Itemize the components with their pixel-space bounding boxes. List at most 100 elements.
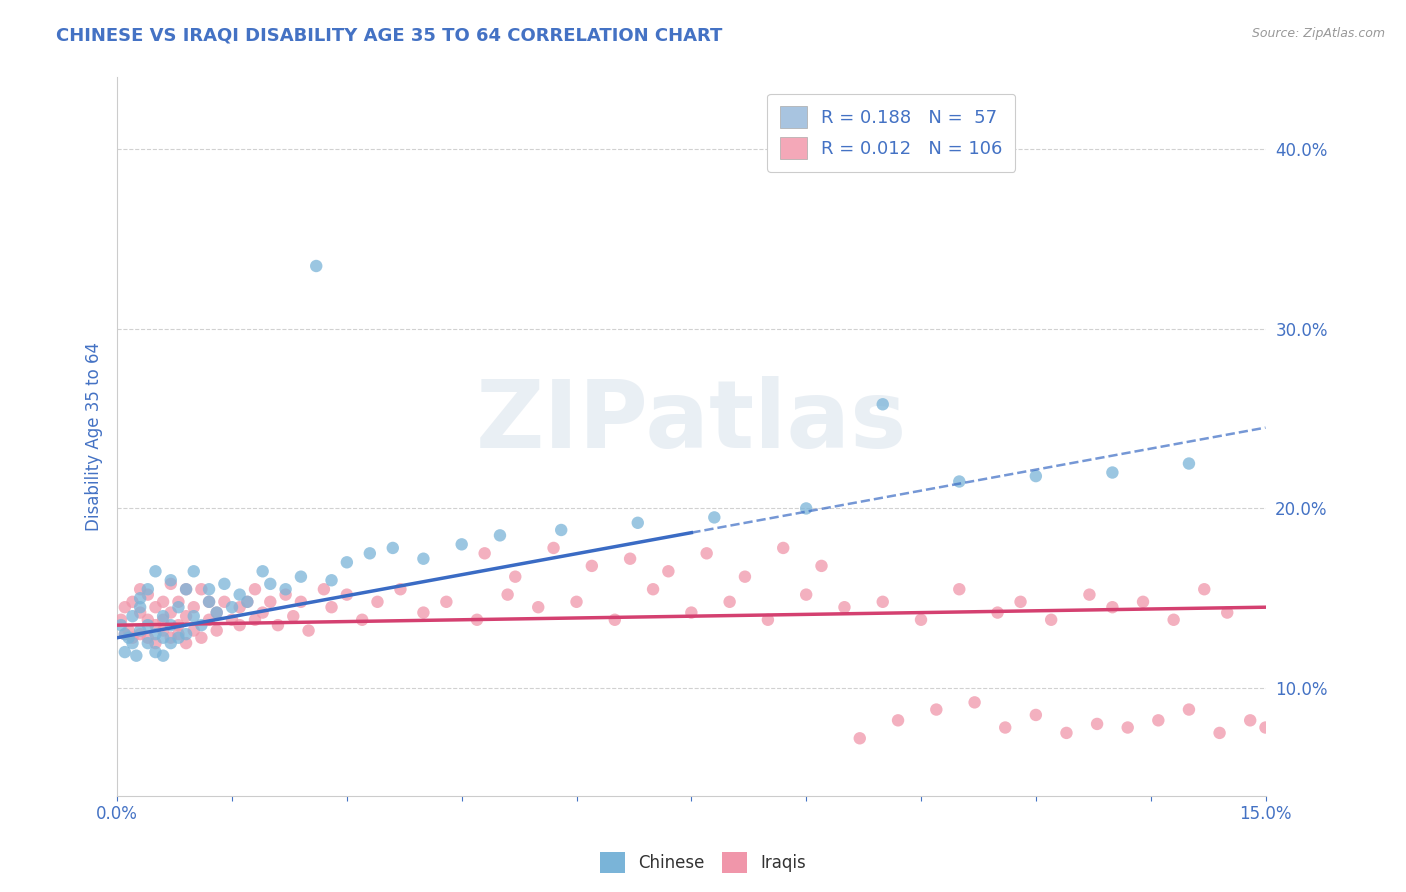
Point	[159, 574, 181, 588]
Point	[167, 600, 190, 615]
Point	[159, 631, 181, 645]
Point	[503, 569, 526, 583]
Point	[619, 551, 641, 566]
Point	[496, 588, 519, 602]
Point	[136, 636, 159, 650]
Point	[290, 595, 312, 609]
Point	[734, 569, 756, 583]
Point	[145, 600, 167, 615]
Point	[581, 558, 603, 573]
Point	[627, 516, 650, 530]
Point	[121, 631, 143, 645]
Y-axis label: Disability Age 35 to 64: Disability Age 35 to 64	[86, 343, 103, 531]
Point	[174, 609, 197, 624]
Point	[129, 624, 152, 638]
Point	[118, 624, 141, 638]
Point	[412, 606, 434, 620]
Point	[565, 595, 588, 609]
Point	[274, 588, 297, 602]
Point	[465, 613, 488, 627]
Point	[174, 582, 197, 597]
Point	[198, 613, 221, 627]
Point	[129, 600, 152, 615]
Point	[129, 582, 152, 597]
Point	[1178, 702, 1201, 716]
Point	[352, 613, 374, 627]
Point	[810, 558, 832, 573]
Point	[243, 613, 266, 627]
Point	[114, 627, 136, 641]
Point	[794, 588, 817, 602]
Point	[1056, 726, 1078, 740]
Point	[336, 588, 359, 602]
Point	[252, 606, 274, 620]
Point	[1208, 726, 1230, 740]
Point	[221, 600, 243, 615]
Point	[228, 600, 250, 615]
Point	[159, 577, 181, 591]
Point	[412, 551, 434, 566]
Point	[887, 714, 910, 728]
Point	[848, 731, 870, 746]
Point	[948, 582, 970, 597]
Point	[963, 695, 986, 709]
Point	[359, 546, 381, 560]
Point	[450, 537, 472, 551]
Point	[152, 613, 174, 627]
Point	[145, 618, 167, 632]
Point	[136, 613, 159, 627]
Point	[434, 595, 457, 609]
Point	[121, 609, 143, 624]
Point	[236, 595, 259, 609]
Point	[1239, 714, 1261, 728]
Point	[305, 259, 328, 273]
Text: Source: ZipAtlas.com: Source: ZipAtlas.com	[1251, 27, 1385, 40]
Point	[183, 624, 205, 638]
Point	[834, 600, 856, 615]
Point	[190, 582, 212, 597]
Point	[129, 627, 152, 641]
Point	[214, 595, 236, 609]
Point	[290, 569, 312, 583]
Point	[205, 624, 228, 638]
Legend: R = 0.188   N =  57, R = 0.012   N = 106: R = 0.188 N = 57, R = 0.012 N = 106	[768, 94, 1015, 172]
Point	[205, 606, 228, 620]
Point	[603, 613, 626, 627]
Point	[214, 577, 236, 591]
Point	[136, 631, 159, 645]
Point	[174, 627, 197, 641]
Point	[236, 595, 259, 609]
Point	[136, 582, 159, 597]
Point	[110, 618, 132, 632]
Point	[145, 564, 167, 578]
Point	[321, 600, 343, 615]
Point	[183, 609, 205, 624]
Point	[198, 595, 221, 609]
Point	[1101, 466, 1123, 480]
Point	[994, 721, 1017, 735]
Point	[489, 528, 512, 542]
Point	[152, 609, 174, 624]
Point	[145, 645, 167, 659]
Point	[167, 618, 190, 632]
Point	[159, 606, 181, 620]
Point	[703, 510, 725, 524]
Point	[872, 595, 894, 609]
Point	[312, 582, 335, 597]
Point	[174, 582, 197, 597]
Text: CHINESE VS IRAQI DISABILITY AGE 35 TO 64 CORRELATION CHART: CHINESE VS IRAQI DISABILITY AGE 35 TO 64…	[56, 27, 723, 45]
Point	[221, 613, 243, 627]
Point	[366, 595, 388, 609]
Point	[228, 588, 250, 602]
Point	[125, 648, 148, 663]
Point	[772, 541, 794, 555]
Point	[474, 546, 496, 560]
Point	[1078, 588, 1101, 602]
Legend: Chinese, Iraqis: Chinese, Iraqis	[593, 846, 813, 880]
Point	[136, 588, 159, 602]
Point	[1132, 595, 1154, 609]
Point	[718, 595, 741, 609]
Point	[274, 582, 297, 597]
Point	[1178, 457, 1201, 471]
Point	[190, 631, 212, 645]
